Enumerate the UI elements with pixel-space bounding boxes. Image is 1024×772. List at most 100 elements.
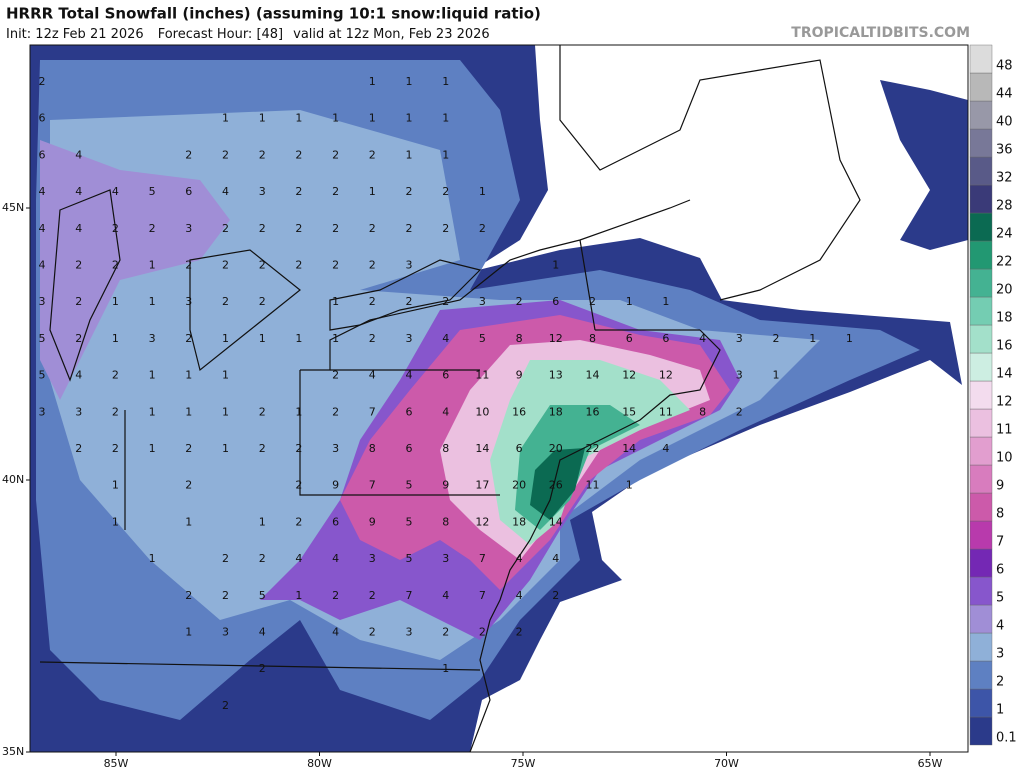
snow-label: 1 <box>112 332 119 345</box>
snow-label: 2 <box>369 295 376 308</box>
snow-label: 1 <box>846 332 853 345</box>
colorbar-label: 0.1 <box>996 731 1017 746</box>
snow-area <box>40 140 230 400</box>
snow-label: 1 <box>112 515 119 528</box>
snow-label: 2 <box>332 185 339 198</box>
snow-label: 2 <box>75 442 82 455</box>
snow-label: 1 <box>185 369 192 382</box>
snow-label: 2 <box>185 479 192 492</box>
colorbar-label: 32 <box>996 171 1013 186</box>
snow-label: 4 <box>699 332 706 345</box>
snow-label: 4 <box>442 405 449 418</box>
snow-label: 3 <box>39 405 46 418</box>
snow-label: 2 <box>39 75 46 88</box>
snow-label: 1 <box>662 295 669 308</box>
snow-label: 16 <box>586 405 600 418</box>
snow-label: 13 <box>549 369 563 382</box>
snow-label: 1 <box>442 112 449 125</box>
coastline <box>559 45 861 301</box>
lat-label: 40N <box>2 473 24 486</box>
snow-label: 2 <box>369 626 376 639</box>
snow-label: 4 <box>75 185 82 198</box>
snow-label: 4 <box>112 185 119 198</box>
snow-label: 4 <box>75 222 82 235</box>
snow-label: 18 <box>549 405 563 418</box>
colorbar-label: 24 <box>996 227 1013 242</box>
snow-label: 1 <box>149 405 156 418</box>
colorbar-swatch <box>969 296 993 326</box>
snow-label: 2 <box>295 442 302 455</box>
snow-label: 8 <box>589 332 596 345</box>
snow-label: 1 <box>332 112 339 125</box>
snow-label: 1 <box>185 405 192 418</box>
snow-label: 4 <box>406 369 413 382</box>
snow-label: 2 <box>75 259 82 272</box>
snow-label: 2 <box>332 405 339 418</box>
snow-label: 20 <box>512 479 526 492</box>
snow-label: 2 <box>259 259 266 272</box>
snow-label: 2 <box>552 589 559 602</box>
snow-label: 7 <box>479 589 486 602</box>
snow-label: 3 <box>39 295 46 308</box>
snow-label: 3 <box>406 332 413 345</box>
snow-label: 5 <box>149 185 156 198</box>
colorbar-swatch <box>969 716 993 746</box>
snow-label: 2 <box>259 552 266 565</box>
snow-label: 2 <box>736 405 743 418</box>
snow-label: 5 <box>406 515 413 528</box>
snow-label: 4 <box>552 552 559 565</box>
snow-label: 1 <box>369 185 376 198</box>
colorbar-label: 36 <box>996 143 1013 158</box>
coastline <box>469 329 721 753</box>
snow-label: 3 <box>222 626 229 639</box>
snow-label: 9 <box>442 479 449 492</box>
border <box>300 199 691 371</box>
snow-label: 3 <box>185 295 192 308</box>
colorbar-swatch <box>969 464 993 494</box>
snow-label: 2 <box>259 222 266 235</box>
lon-label: 70W <box>714 757 739 770</box>
snow-label: 7 <box>479 552 486 565</box>
snow-label: 2 <box>442 295 449 308</box>
snow-label: 4 <box>332 626 339 639</box>
colorbar-label: 4 <box>996 619 1004 634</box>
snow-label: 1 <box>149 442 156 455</box>
snow-label: 2 <box>259 405 266 418</box>
snow-label: 4 <box>332 552 339 565</box>
snow-label: 2 <box>295 185 302 198</box>
snow-label: 2 <box>112 442 119 455</box>
snow-label: 4 <box>259 626 266 639</box>
colorbar-label: 7 <box>996 535 1004 550</box>
snow-label: 7 <box>369 405 376 418</box>
colorbar-swatch <box>969 576 993 606</box>
colorbar-swatch <box>969 184 993 214</box>
snow-label: 2 <box>406 222 413 235</box>
valid-time: valid at 12z Mon, Feb 23 2026 <box>293 27 490 42</box>
snow-label: 1 <box>112 295 119 308</box>
snow-label: 2 <box>75 332 82 345</box>
snow-label: 2 <box>149 222 156 235</box>
snow-label: 2 <box>185 259 192 272</box>
snow-label: 2 <box>222 222 229 235</box>
snow-label: 2 <box>479 626 486 639</box>
colorbar-swatch <box>969 212 993 242</box>
snow-label: 1 <box>626 295 633 308</box>
snow-label: 6 <box>626 332 633 345</box>
snow-label: 2 <box>369 259 376 272</box>
snow-label: 2 <box>259 662 266 675</box>
snow-label: 8 <box>699 405 706 418</box>
snow-label: 3 <box>442 552 449 565</box>
colorbar-label: 10 <box>996 451 1013 466</box>
snow-label: 14 <box>622 442 636 455</box>
border <box>39 239 700 671</box>
snow-label: 2 <box>369 148 376 161</box>
init: Init: 12z Feb 21 2026 <box>6 27 144 42</box>
colorbar-label: 1 <box>996 703 1004 718</box>
snow-label: 1 <box>406 75 413 88</box>
snow-label: 14 <box>549 515 563 528</box>
snow-label: 2 <box>185 442 192 455</box>
snow-label: 11 <box>475 369 489 382</box>
snow-label: 2 <box>516 626 523 639</box>
site-credit: TROPICALTIDBITS.COM <box>791 25 970 41</box>
